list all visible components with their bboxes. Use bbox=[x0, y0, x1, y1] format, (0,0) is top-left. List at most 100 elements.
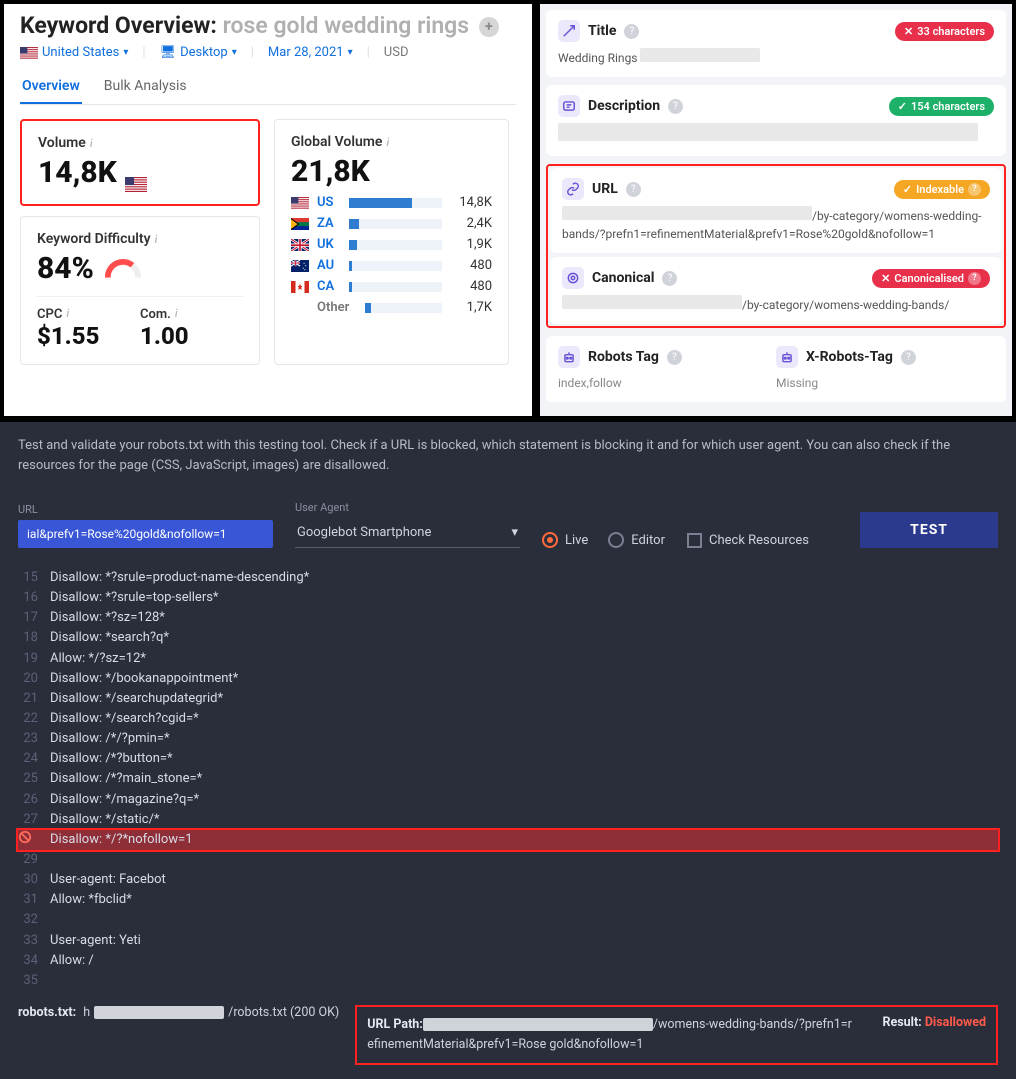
result-label: Result: Disallowed bbox=[882, 1015, 986, 1030]
separator: | bbox=[142, 45, 145, 60]
info-icon[interactable]: i bbox=[386, 136, 389, 149]
code-line: 34Allow: / bbox=[18, 951, 998, 971]
check-resources-checkbox[interactable]: Check Resources bbox=[687, 533, 809, 548]
editor-radio[interactable]: Editor bbox=[608, 532, 665, 548]
title-badge: ✕ 33 characters bbox=[895, 22, 994, 41]
country-row: ZA2,4K bbox=[291, 216, 492, 231]
live-radio[interactable]: Live bbox=[542, 532, 588, 548]
code-line: 33User-agent: Yeti bbox=[18, 931, 998, 951]
page-title: Keyword Overview: rose gold wedding ring… bbox=[20, 12, 516, 39]
device-filter-label: Desktop bbox=[180, 45, 228, 60]
cpc-label: CPC bbox=[37, 307, 62, 322]
user-agent-field: User Agent Googlebot Smartphone ▾ bbox=[295, 501, 520, 548]
mode-radio-group: Live Editor bbox=[542, 532, 665, 548]
global-volume-card: Global Volume i 21,8K US14,8KZA2,4KUK1,9… bbox=[274, 119, 509, 365]
user-agent-select[interactable]: Googlebot Smartphone ▾ bbox=[295, 518, 520, 548]
separator: | bbox=[367, 45, 370, 60]
description-card: Description ? ✓ 154 characters bbox=[546, 85, 1006, 156]
country-code: US bbox=[317, 195, 341, 210]
desktop-icon: 🖥 bbox=[160, 45, 177, 60]
date-filter[interactable]: Mar 28, 2021 ▾ bbox=[268, 45, 353, 60]
code-line: 15Disallow: *?srule=product-name-descend… bbox=[18, 568, 998, 588]
com-label: Com. bbox=[140, 307, 171, 322]
link-icon bbox=[562, 178, 584, 200]
code-line: 16Disallow: *?srule=top-sellers* bbox=[18, 588, 998, 608]
country-volume: 480 bbox=[450, 279, 492, 294]
help-icon[interactable]: ? bbox=[662, 271, 677, 286]
result-value: Disallowed bbox=[925, 1015, 986, 1030]
help-icon[interactable]: ? bbox=[624, 24, 639, 39]
volume-card: Volume i 14,8K bbox=[20, 119, 260, 206]
cpc-value: $1.55 bbox=[37, 322, 140, 350]
volume-bar bbox=[349, 219, 442, 229]
au-flag-icon bbox=[291, 260, 309, 272]
code-line: 23Disallow: /*/?pmin=* bbox=[18, 729, 998, 749]
info-icon[interactable]: i bbox=[155, 233, 158, 246]
difficulty-value: 84% bbox=[37, 251, 94, 286]
test-button[interactable]: TEST bbox=[860, 512, 998, 548]
tab-overview[interactable]: Overview bbox=[20, 70, 82, 104]
tab-bulk-analysis[interactable]: Bulk Analysis bbox=[102, 70, 189, 104]
com-metric: Com. i 1.00 bbox=[140, 307, 243, 350]
result-box: URL Path:/womens-wedding-bands/?prefn1=r… bbox=[355, 1005, 998, 1065]
date-filter-label: Mar 28, 2021 bbox=[268, 45, 344, 60]
info-icon[interactable]: i bbox=[66, 307, 69, 322]
code-line: 35 bbox=[18, 971, 998, 991]
xrobots-value: Missing bbox=[776, 374, 994, 392]
country-code: AU bbox=[317, 258, 341, 273]
country-row: UK1,9K bbox=[291, 237, 492, 252]
country-filter[interactable]: United States ▾ bbox=[20, 45, 128, 60]
canonical-icon bbox=[562, 267, 584, 289]
canonical-value: /by-category/womens-wedding-bands/ bbox=[562, 295, 990, 314]
url-value: /by-category/womens-wedding-bands/?prefn… bbox=[562, 206, 990, 243]
code-line: 30User-agent: Facebot bbox=[18, 870, 998, 890]
help-icon[interactable]: ? bbox=[667, 350, 682, 365]
ua-value: Googlebot Smartphone bbox=[297, 525, 431, 540]
robots-label: Robots Tag bbox=[588, 349, 659, 365]
help-icon[interactable]: ? bbox=[626, 182, 641, 197]
code-line: 26Disallow: */magazine?q=* bbox=[18, 790, 998, 810]
cpc-metric: CPC i $1.55 bbox=[37, 307, 140, 350]
country-row: CA480 bbox=[291, 279, 492, 294]
us-flag-icon bbox=[291, 197, 309, 209]
title-icon bbox=[558, 20, 580, 42]
code-line: 19Allow: */?sz=12* bbox=[18, 649, 998, 669]
url-input[interactable] bbox=[18, 520, 273, 548]
help-icon[interactable]: ? bbox=[901, 350, 916, 365]
other-volume: 1,7K bbox=[450, 300, 492, 315]
title-prefix: Keyword Overview: bbox=[20, 12, 217, 39]
top-row: Keyword Overview: rose gold wedding ring… bbox=[0, 0, 1016, 420]
device-filter[interactable]: 🖥 Desktop ▾ bbox=[160, 45, 237, 60]
code-line: 25Disallow: /*?main_stone=* bbox=[18, 769, 998, 789]
difficulty-cpc-card: Keyword Difficulty i 84% CPC i $1.55 bbox=[20, 216, 260, 365]
info-icon[interactable]: i bbox=[175, 307, 178, 322]
code-line: 29 bbox=[18, 850, 998, 870]
code-line: 32 bbox=[18, 910, 998, 930]
chevron-down-icon: ▾ bbox=[511, 525, 518, 540]
filters-bar: United States ▾ | 🖥 Desktop ▾ | Mar 28, … bbox=[20, 45, 516, 60]
info-icon[interactable]: i bbox=[90, 137, 93, 150]
title-card: Title ? ✕ 33 characters Wedding Rings bbox=[546, 10, 1006, 77]
country-code: ZA bbox=[317, 216, 341, 231]
robots-txt-path: robots.txt: h/robots.txt (200 OK) bbox=[18, 1005, 339, 1020]
country-row: AU480 bbox=[291, 258, 492, 273]
title-label: Title bbox=[588, 23, 616, 39]
url-label: URL bbox=[592, 181, 618, 197]
separator: | bbox=[251, 45, 254, 60]
description-value bbox=[558, 123, 994, 146]
gauge-icon bbox=[104, 258, 142, 280]
xrobots-icon bbox=[776, 346, 798, 368]
country-volume: 1,9K bbox=[450, 237, 492, 252]
us-flag-icon bbox=[20, 47, 38, 59]
country-row: US14,8K bbox=[291, 195, 492, 210]
help-icon[interactable]: ? bbox=[668, 99, 683, 114]
ca-flag-icon bbox=[291, 281, 309, 293]
add-keyword-icon[interactable]: + bbox=[479, 17, 499, 37]
robots-tester-panel: Test and validate your robots.txt with t… bbox=[0, 420, 1016, 1079]
description-badge: ✓ 154 characters bbox=[889, 97, 994, 116]
global-volume-label: Global Volume i bbox=[291, 134, 492, 150]
robots-icon bbox=[558, 346, 580, 368]
left-metrics-col: Volume i 14,8K Keyword Difficulty i 84% bbox=[20, 119, 260, 365]
code-line: 17Disallow: *?sz=128* bbox=[18, 608, 998, 628]
volume-label: Volume i bbox=[38, 135, 242, 151]
